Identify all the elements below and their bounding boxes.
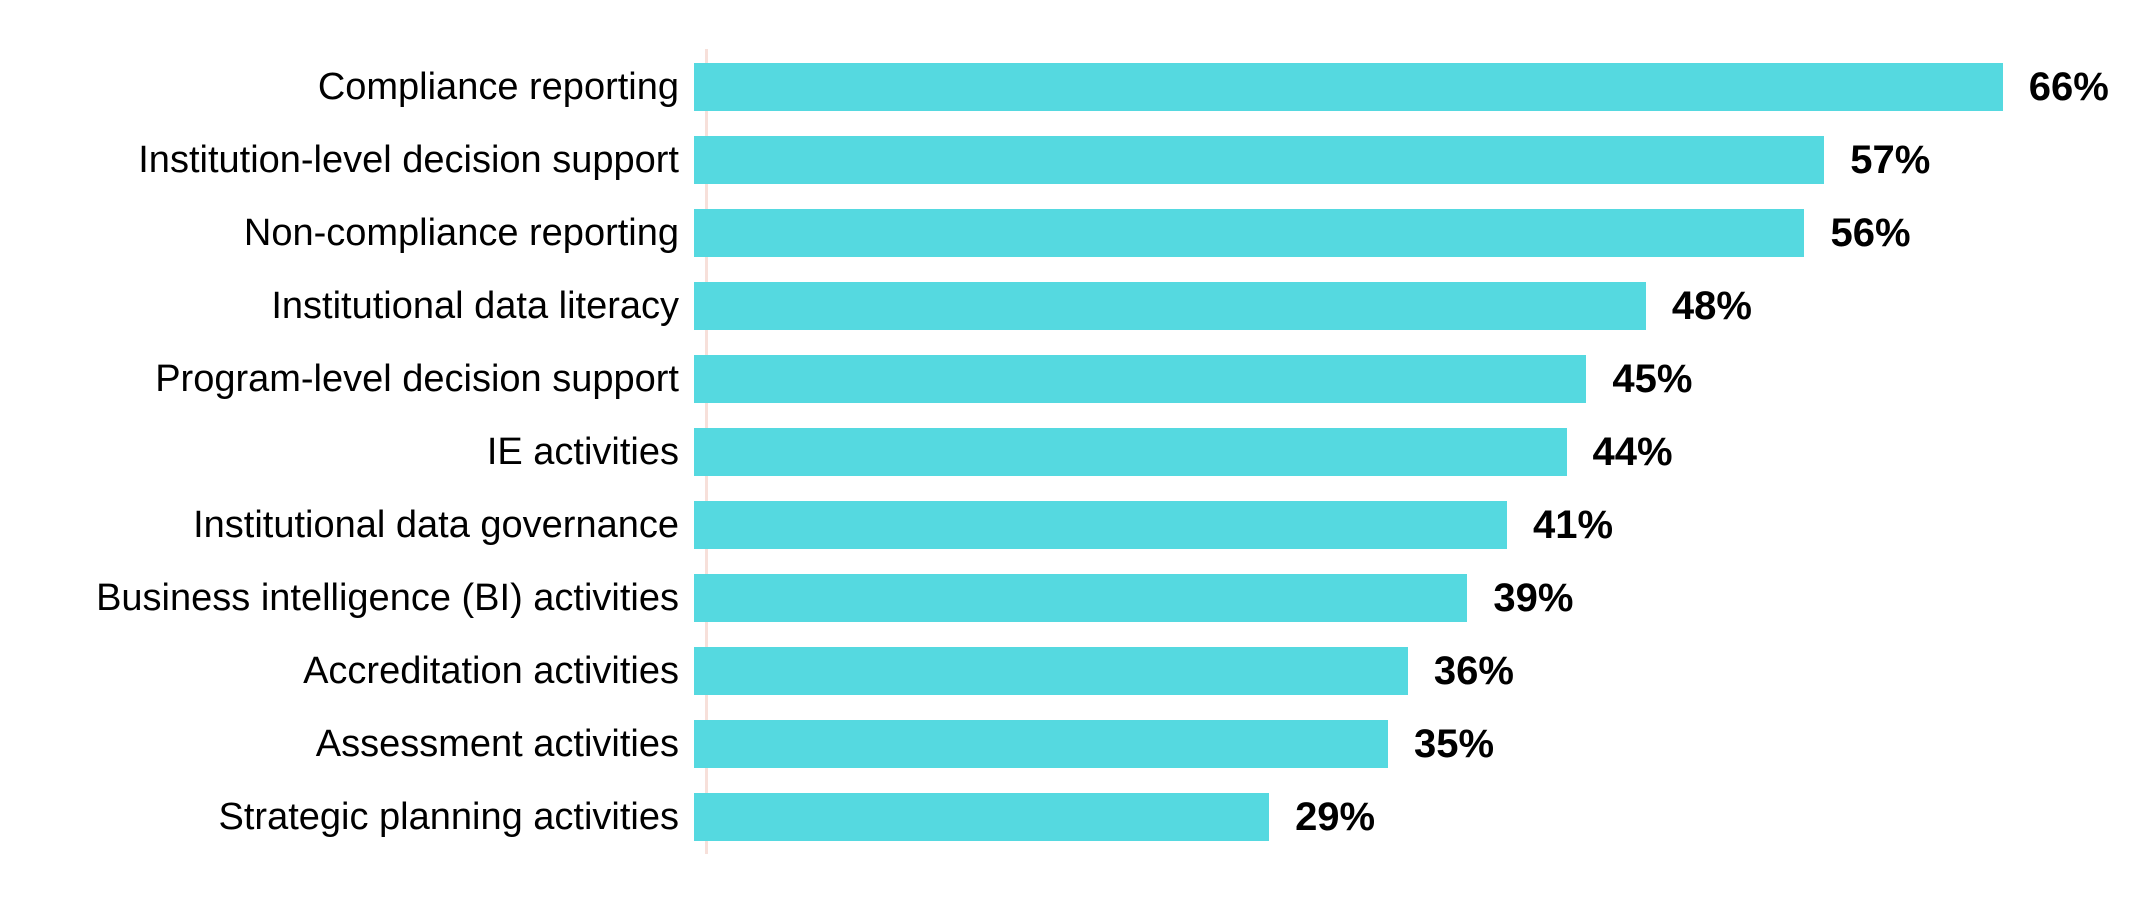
chart-row: Compliance reporting 66% [0,50,2145,123]
bar [694,719,1389,768]
bar [694,427,1567,476]
bar [694,500,1508,549]
category-label: Compliance reporting [317,65,679,108]
bar-area: 39% [693,561,2145,634]
category-label: Program-level decision support [155,357,679,400]
value-label: 48% [1671,283,1752,328]
value-label: 35% [1414,721,1495,766]
chart-row: Institution-level decision support 57% [0,123,2145,196]
chart-row: Accreditation activities 36% [0,634,2145,707]
bar-area: 35% [693,707,2145,780]
category-label: Institutional data governance [193,503,679,546]
chart-row: Non-compliance reporting 56% [0,196,2145,269]
bar [694,573,1468,622]
value-label: 57% [1850,137,1931,182]
category-label: Institution-level decision support [138,138,679,181]
chart-row: Business intelligence (BI) activities 39% [0,561,2145,634]
bar [694,792,1270,841]
bar-area: 57% [693,123,2145,196]
value-label: 29% [1295,794,1376,839]
category-label: Non-compliance reporting [243,211,679,254]
bar [694,281,1646,330]
bar-area: 41% [693,488,2145,561]
value-label: 56% [1830,210,1911,255]
bar-area: 29% [693,780,2145,853]
value-label: 36% [1433,648,1514,693]
bar-area: 66% [693,50,2145,123]
chart-row: Strategic planning activities 29% [0,780,2145,853]
bar-area: 48% [693,269,2145,342]
chart-row: Institutional data literacy 48% [0,269,2145,342]
bar-area: 56% [693,196,2145,269]
category-label: Strategic planning activities [218,795,679,838]
bar-area: 36% [693,634,2145,707]
bar-area: 44% [693,415,2145,488]
category-label: Accreditation activities [303,649,679,692]
value-label: 66% [2028,64,2109,109]
bar [694,208,1805,257]
bar [694,646,1408,695]
category-label: Assessment activities [315,722,679,765]
bar-area: 45% [693,342,2145,415]
category-label: Business intelligence (BI) activities [96,576,679,619]
chart-row: Institutional data governance 41% [0,488,2145,561]
category-label: Institutional data literacy [271,284,679,327]
bar [694,354,1587,403]
bar [694,62,2003,111]
chart-row: IE activities 44% [0,415,2145,488]
value-label: 45% [1612,356,1693,401]
bar [694,135,1825,184]
chart-row: Program-level decision support 45% [0,342,2145,415]
category-label: IE activities [486,430,679,473]
value-label: 39% [1493,575,1574,620]
chart-row: Assessment activities 35% [0,707,2145,780]
chart-plot-area: Compliance reporting 66% Institution-level… [0,50,2145,853]
value-label: 44% [1592,429,1673,474]
value-label: 41% [1533,502,1614,547]
